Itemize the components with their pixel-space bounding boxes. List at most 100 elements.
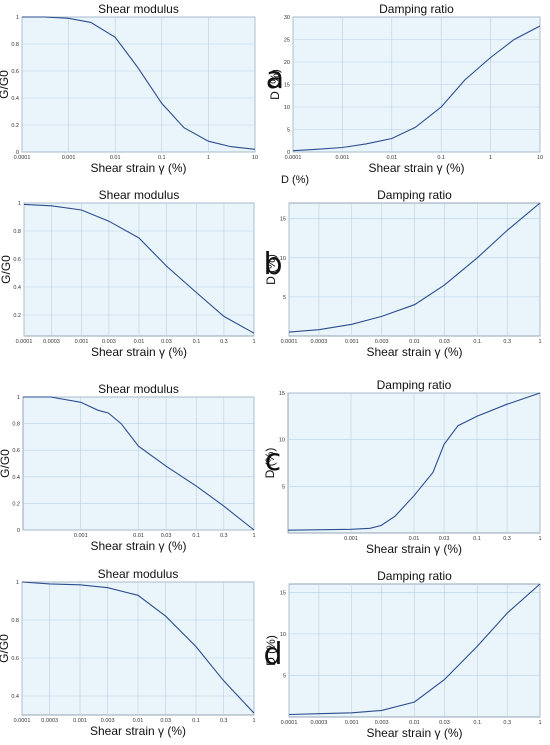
chart-title: Damping ratio xyxy=(377,569,452,583)
y-tick-label: 15 xyxy=(280,590,286,596)
x-tick-label: 0.0003 xyxy=(311,339,328,345)
y-tick-label: 0.8 xyxy=(12,422,20,428)
x-tick-label: 0.0001 xyxy=(281,339,298,345)
x-tick-label: 0.01 xyxy=(409,720,420,726)
x-tick-label: 0.1 xyxy=(473,536,481,542)
x-tick-label: 0.003 xyxy=(375,339,389,345)
x-axis-label: Shear strain γ (%) xyxy=(366,726,462,740)
y-tick-label: 1 xyxy=(16,15,19,21)
x-tick-label: 0.0001 xyxy=(14,718,31,724)
panel-letter-c: c xyxy=(265,443,282,478)
x-tick-label: 0.01 xyxy=(134,339,145,345)
series-line xyxy=(23,396,255,531)
x-tick-label: 0.3 xyxy=(220,533,228,539)
y-tick-label: 20 xyxy=(284,60,290,66)
x-tick-label: 0.03 xyxy=(439,339,450,345)
series-line xyxy=(292,25,541,152)
chart-panel-b-3: 0.0001 0.0003 0.001 0.003 0.01 0.03 0.1 0.3 1510… xyxy=(264,188,542,359)
x-tick-label: 0.3 xyxy=(503,720,511,726)
x-tick-label: 1 xyxy=(207,155,210,161)
y-tick-label: 0.6 xyxy=(12,448,20,454)
x-tick-label: 0.0003 xyxy=(311,720,328,726)
x-tick-label: 0.001 xyxy=(345,720,359,726)
chart-title: Shear modulus xyxy=(98,567,179,581)
x-tick-label: 0.003 xyxy=(375,720,389,726)
chart-panel-a-0: 0.0001 0.001 0.01 0.1 1 10 0 0.2 0.4 0.6 0.8 1 Shear… xyxy=(0,2,258,175)
x-tick-label: 10 xyxy=(537,155,543,161)
x-axis-label: Shear strain γ (%) xyxy=(368,161,464,175)
y-tick-label: 5 xyxy=(282,484,285,490)
y-tick-label: 0.4 xyxy=(12,475,20,481)
x-tick-label: 0.03 xyxy=(161,339,172,345)
x-tick-label: 0.01 xyxy=(110,155,121,161)
x-tick-label: 0.1 xyxy=(158,155,166,161)
x-tick-label: 0.01 xyxy=(133,718,144,724)
x-tick-label: 0.001 xyxy=(73,718,87,724)
x-tick-label: 0.1 xyxy=(193,339,201,345)
x-tick-label: 1 xyxy=(252,339,255,345)
series-line xyxy=(22,16,256,150)
y-tick-label: 10 xyxy=(279,438,285,444)
x-tick-label: 1 xyxy=(538,720,541,726)
y-tick-label: 0.2 xyxy=(13,313,21,319)
chart-panel-c-4: 0.001 0.01 0.03 0.1 0.3 1 0 0.2 0.4 0.6 0.8 1 Shear … xyxy=(0,382,256,553)
x-tick-label: 1 xyxy=(538,536,541,542)
x-tick-label: 0.3 xyxy=(220,339,228,345)
y-tick-label: 5 xyxy=(283,673,286,679)
y-tick-label: 0.6 xyxy=(11,69,19,75)
chart-panel-a-1: 0.0001 0.001 0.01 0.1 1 10 0 5 10 15 20 25 30 Damping… xyxy=(268,2,543,175)
panel-letter-d: d xyxy=(263,637,282,672)
stray-d-label: D (%) xyxy=(281,174,309,186)
x-tick-label: 0.3 xyxy=(503,339,511,345)
y-tick-label: 0 xyxy=(287,150,290,156)
x-tick-label: 0.001 xyxy=(336,155,350,161)
series-line xyxy=(21,581,255,714)
x-tick-label: 0.1 xyxy=(473,720,481,726)
x-tick-label: 0.1 xyxy=(192,718,200,724)
x-tick-label: 0.0001 xyxy=(285,155,302,161)
charts-layer: 0.0001 0.001 0.01 0.1 1 10 0 0.2 0.4 0.6 0.8 1 Shear… xyxy=(0,2,543,740)
y-tick-label: 15 xyxy=(280,217,286,223)
x-tick-label: 0.001 xyxy=(75,339,89,345)
y-axis-label: D (%) xyxy=(268,69,282,100)
series-line xyxy=(288,583,541,716)
x-tick-label: 0.0001 xyxy=(281,720,298,726)
x-tick-label: 0.0003 xyxy=(43,339,60,345)
y-axis-label: G/G0 xyxy=(0,70,11,99)
y-tick-label: 0.2 xyxy=(12,501,20,507)
y-axis-label: D (%) xyxy=(264,254,278,285)
x-tick-label: 1 xyxy=(252,533,255,539)
x-tick-label: 0.001 xyxy=(62,155,76,161)
x-axis-label: Shear strain γ (%) xyxy=(366,542,462,556)
x-axis-label: Shear strain γ (%) xyxy=(90,161,186,175)
x-tick-label: 0.1 xyxy=(437,155,445,161)
x-axis-label: Shear strain γ (%) xyxy=(91,345,187,359)
y-tick-label: 0.4 xyxy=(11,694,19,700)
y-tick-label: 5 xyxy=(287,128,290,134)
plot-area xyxy=(21,16,256,153)
x-tick-label: 0.003 xyxy=(101,718,115,724)
x-tick-label: 0.001 xyxy=(344,536,358,542)
y-tick-label: 10 xyxy=(280,256,286,262)
chart-title: Damping ratio xyxy=(379,2,454,16)
x-tick-label: 0.3 xyxy=(220,718,228,724)
series-line xyxy=(288,202,541,333)
y-tick-label: 0.8 xyxy=(13,229,21,235)
x-axis-label: Shear strain γ (%) xyxy=(90,539,186,553)
y-tick-label: 1 xyxy=(18,201,21,207)
x-tick-label: 0.03 xyxy=(161,533,172,539)
x-tick-label: 1 xyxy=(252,718,255,724)
x-tick-label: 0.0001 xyxy=(14,155,31,161)
y-tick-label: 0.8 xyxy=(11,618,19,624)
x-tick-label: 0.03 xyxy=(160,718,171,724)
x-tick-label: 0.01 xyxy=(386,155,397,161)
y-tick-label: 1 xyxy=(17,395,20,401)
x-tick-label: 0.01 xyxy=(133,533,144,539)
chart-title: Shear modulus xyxy=(98,382,179,396)
y-tick-label: 15 xyxy=(279,391,285,397)
y-axis-label: G/G0 xyxy=(0,634,11,663)
y-tick-label: 0.6 xyxy=(13,257,21,263)
y-tick-label: 0.8 xyxy=(11,42,19,48)
x-tick-label: 0.1 xyxy=(192,533,200,539)
